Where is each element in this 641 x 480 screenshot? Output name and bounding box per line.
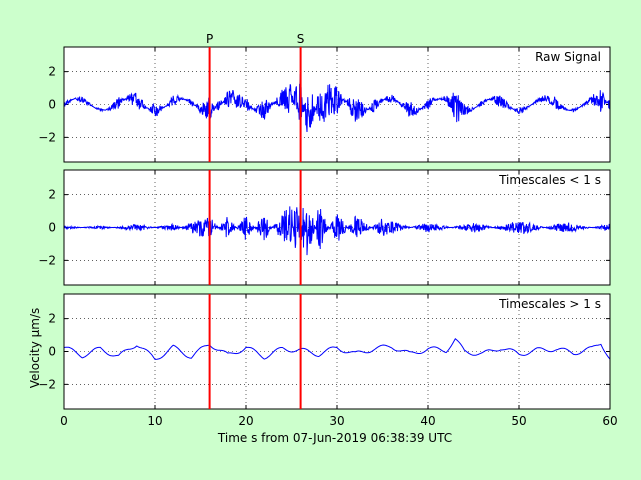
x-tick-label: 20: [238, 414, 253, 428]
y-tick-label: −2: [38, 130, 56, 144]
panel-label: Timescales > 1 s: [498, 297, 601, 311]
panel-label: Timescales < 1 s: [498, 173, 601, 187]
y-tick-label: −2: [38, 253, 56, 267]
y-tick-label: −2: [38, 377, 56, 391]
x-axis-label: Time s from 07-Jun-2019 06:38:39 UTC: [217, 431, 452, 445]
x-tick-label: 40: [420, 414, 435, 428]
panel-3: −2 0 2 Timescales > 1 s: [38, 293, 611, 410]
phase-label-P: P: [206, 32, 213, 46]
panel-2: −2 0 2 Timescales < 1 s: [38, 169, 611, 286]
waveform-series: [63, 74, 611, 133]
y-tick-label: 2: [48, 312, 56, 326]
panels-group: −2 0 2 Raw Signal −2 0 2 Timescales < 1 s −2 0 2 Ti…: [38, 46, 611, 410]
panel-1: −2 0 2 Raw Signal: [38, 46, 611, 163]
phase-label-S: S: [297, 32, 305, 46]
panel-frame: [63, 293, 611, 410]
panel-label: Raw Signal: [535, 50, 601, 64]
waveform-series: [63, 203, 611, 256]
y-tick-label: 0: [48, 98, 56, 112]
y-tick-label: 0: [48, 221, 56, 235]
x-tick-label: 60: [602, 414, 617, 428]
x-tick-label: 10: [147, 414, 162, 428]
x-tick-label: 0: [60, 414, 68, 428]
x-tick-labels: 0 10 20 30 40 50 60: [60, 414, 617, 428]
x-tick-label: 50: [511, 414, 526, 428]
panel-frame: [63, 46, 611, 163]
panel-frame: [63, 169, 611, 286]
y-tick-label: 0: [48, 345, 56, 359]
waveform-series: [63, 338, 611, 360]
y-tick-label: 2: [48, 188, 56, 202]
y-axis-label: Velocity μm/s: [28, 308, 42, 389]
x-tick-label: 30: [329, 414, 344, 428]
y-tick-label: 2: [48, 65, 56, 79]
